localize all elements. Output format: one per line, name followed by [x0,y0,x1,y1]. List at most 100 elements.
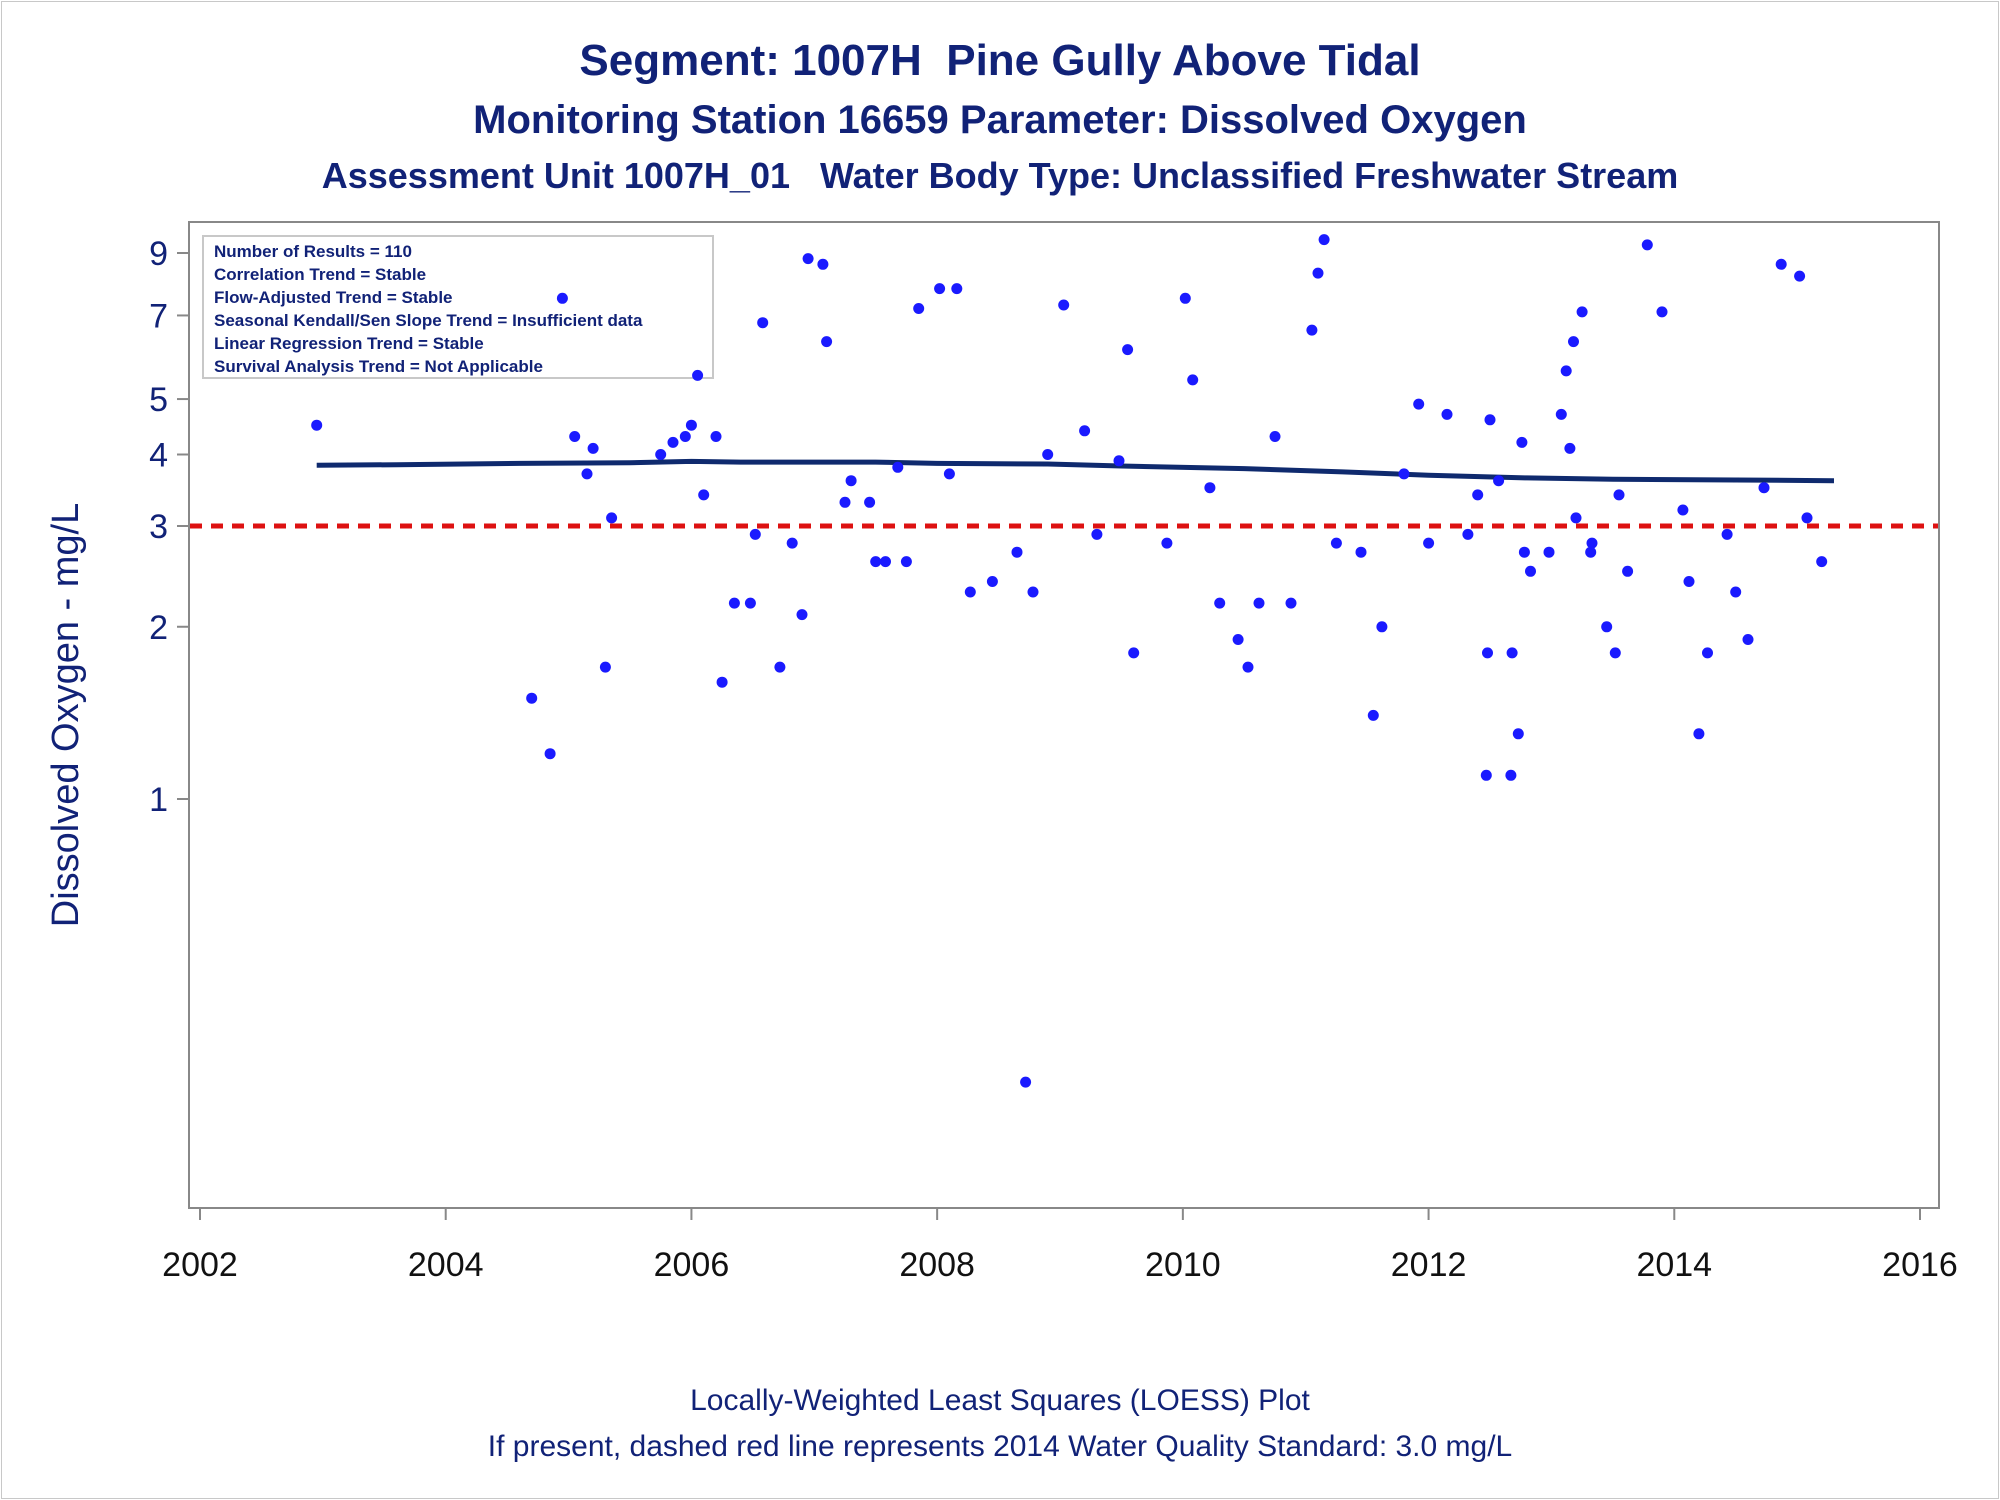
data-point [1758,482,1770,494]
data-point [900,556,912,568]
data-point [1555,408,1567,420]
data-point [1242,661,1254,673]
footnote-loess: Locally-Weighted Least Squares (LOESS) P… [690,1384,1310,1417]
y-tick-label: 5 [149,381,168,419]
data-point [749,528,761,540]
data-point [667,436,679,448]
data-point [1570,512,1582,524]
y-tick-label: 4 [149,437,168,475]
y-tick-label: 7 [149,297,168,335]
data-point [757,317,769,329]
x-tick-label: 2014 [1636,1246,1712,1284]
data-point [864,496,876,508]
data-point [1543,546,1555,558]
data-point [1775,258,1787,270]
data-point [1656,306,1668,318]
data-point [1187,374,1199,386]
data-point [1609,647,1621,659]
data-point [698,489,710,501]
data-point [1128,647,1140,659]
data-point [1525,565,1536,577]
data-point [1042,449,1054,460]
data-point [1355,546,1367,558]
data-point [1601,621,1613,633]
footnote-standard: If present, dashed red line represents 2… [487,1430,1513,1463]
data-point [1253,597,1265,609]
data-point [1413,398,1425,410]
data-point [870,556,882,568]
data-point [1318,234,1330,246]
data-point [892,461,904,473]
data-point [1306,324,1318,336]
data-point [1020,1076,1032,1088]
data-point [1482,647,1493,659]
data-point [581,468,593,480]
data-point [1484,414,1496,426]
data-point [1586,537,1598,549]
data-point [986,576,998,587]
data-point [1269,431,1281,442]
data-point [1011,546,1023,558]
data-point [1091,528,1103,540]
loess-layer [316,458,1835,484]
data-point [1330,537,1342,549]
stats-box-line: Seasonal Kendall/Sen Slope Trend = Insuf… [214,311,643,330]
data-point [1683,576,1695,587]
data-point [1480,769,1492,781]
data-point [1367,709,1379,721]
axes-layer: 2002 2004 2006 2008 2010 2012 2014 2016 1 2 3 4 5 7 9 [149,222,1958,1284]
data-point [1113,455,1125,467]
data-point [1516,436,1528,448]
data-point [964,586,976,598]
data-point [1560,365,1572,377]
stats-box-border [202,235,714,379]
x-tick-label: 2004 [408,1246,484,1284]
data-point [1122,344,1134,356]
data-point [1730,586,1742,598]
chart-title: Segment: 1007H Pine Gully Above Tidal [579,36,1421,85]
data-point [880,556,891,568]
chart-subtitle-assessment: Assessment Unit 1007H_01 Water Body Type… [321,155,1679,196]
data-point [1506,647,1518,659]
data-point [1472,489,1484,501]
stats-box: Number of Results = 110 Correlation Trend… [202,235,714,379]
stats-box-line: Flow-Adjusted Trend = Stable [214,288,453,307]
data-point [951,283,963,295]
stats-box-line: Linear Regression Trend = Stable [214,334,484,353]
data-point [821,336,833,348]
data-point [913,303,925,314]
data-point [1613,489,1625,501]
data-point [710,431,722,442]
data-point [587,442,599,454]
data-point [1585,546,1597,558]
x-tick-label: 2008 [899,1246,975,1284]
y-axis-label: Dissolved Oxygen - mg/L [45,503,87,928]
data-point [1312,267,1324,279]
data-point [1441,408,1453,420]
data-point [728,597,740,609]
x-tick-label: 2016 [1882,1246,1958,1284]
data-point [569,431,581,442]
data-point [1721,528,1733,540]
data-point [1398,468,1410,480]
y-tick-label: 3 [149,508,168,546]
data-point [1079,425,1091,437]
data-point [1794,270,1806,282]
data-point [1179,292,1191,304]
data-point [1161,537,1173,549]
data-point [716,676,728,688]
data-point [1285,597,1297,609]
x-tick-label: 2006 [654,1246,730,1284]
data-point [1214,597,1226,609]
data-point [943,468,955,480]
data-point [1027,586,1039,598]
data-point [839,496,851,508]
data-point [1204,482,1216,494]
data-point [1564,442,1576,454]
x-tick-label: 2002 [162,1246,238,1284]
x-tick-label: 2010 [1145,1246,1221,1284]
data-point [1058,299,1070,311]
data-point [685,419,697,431]
data-point [1568,336,1579,348]
